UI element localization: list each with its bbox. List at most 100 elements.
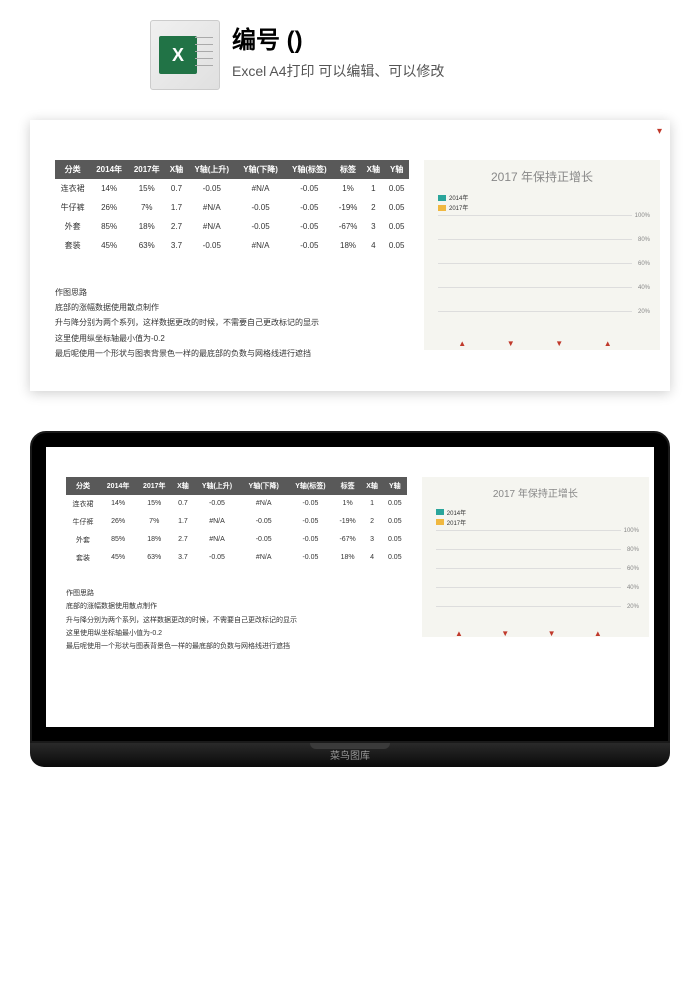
trend-marker-icon: ▼ <box>507 339 515 348</box>
table-cell: 3.7 <box>166 236 188 255</box>
table-cell: 3 <box>361 531 382 549</box>
table-cell: -0.05 <box>194 549 241 567</box>
chart-area: 100%80%60%40%20%▲▼▼▲ <box>436 531 621 626</box>
table-cell: -0.05 <box>287 549 334 567</box>
table-cell: 连衣裙 <box>66 495 100 513</box>
notes-block: 作图思路 底部的涨幅数据使用散点制作升与降分别为两个系列，这样数据更改的时候，不… <box>55 285 409 361</box>
notes-line: 最后呢使用一个形状与图表背景色一样的最底部的负数与网格线进行遮挡 <box>66 640 407 653</box>
table-cell: 85% <box>90 217 128 236</box>
table-cell: -0.05 <box>240 531 287 549</box>
table-cell: 连衣裙 <box>55 179 90 198</box>
table-cell: 0.7 <box>166 179 188 198</box>
table-cell: 0.05 <box>383 549 407 567</box>
bars-container: ▲▼▼▲ <box>438 216 632 336</box>
table-cell: 45% <box>100 549 136 567</box>
table-cell: -0.05 <box>285 236 334 255</box>
legend-label: 2014年 <box>449 193 468 202</box>
table-cell: 牛仔裤 <box>66 513 100 531</box>
table-cell: -0.05 <box>285 217 334 236</box>
laptop-mockup: 分类2014年2017年X轴Y轴(上升)Y轴(下降)Y轴(标签)标签X轴Y轴 连… <box>30 431 670 767</box>
table-row: 外套85%18%2.7#N/A-0.05-0.05-67%30.05 <box>66 531 407 549</box>
y-axis-label: 40% <box>638 285 650 291</box>
table-header-cell: X轴 <box>362 160 384 179</box>
trend-marker-icon: ▲ <box>604 339 612 348</box>
document-preview: ▾ 分类2014年2017年X轴Y轴(上升)Y轴(下降)Y轴(标签)标签X轴Y轴… <box>30 120 670 391</box>
table-cell: 0.05 <box>383 513 407 531</box>
table-header-cell: Y轴 <box>383 477 407 495</box>
bars-container: ▲▼▼▲ <box>436 531 621 626</box>
chart-legend: 2014年2017年 <box>438 193 652 212</box>
y-axis-label: 20% <box>627 604 639 610</box>
table-cell: 2 <box>362 198 384 217</box>
table-cell: -0.05 <box>287 531 334 549</box>
notes-line: 升与降分别为两个系列，这样数据更改的时候，不需要自己更改标记的显示 <box>66 614 407 627</box>
table-cell: 45% <box>90 236 128 255</box>
table-cell: -0.05 <box>236 198 285 217</box>
legend-label: 2017年 <box>449 203 468 212</box>
table-header-cell: Y轴 <box>384 160 409 179</box>
table-header-cell: Y轴(下降) <box>236 160 285 179</box>
table-cell: 1.7 <box>172 513 193 531</box>
notes-line: 最后呢使用一个形状与图表背景色一样的最底部的负数与网格线进行遮挡 <box>55 346 409 361</box>
table-cell: 0.7 <box>172 495 193 513</box>
laptop-screen: 分类2014年2017年X轴Y轴(上升)Y轴(下降)Y轴(标签)标签X轴Y轴 连… <box>30 431 670 743</box>
table-cell: 14% <box>100 495 136 513</box>
trend-marker-icon: ▲ <box>455 629 463 638</box>
table-row: 牛仔裤26%7%1.7#N/A-0.05-0.05-19%20.05 <box>55 198 409 217</box>
page-header: X 编号 () Excel A4打印 可以编辑、可以修改 <box>0 0 700 100</box>
table-cell: -0.05 <box>285 179 334 198</box>
table-cell: -0.05 <box>287 495 334 513</box>
y-axis-label: 60% <box>638 261 650 267</box>
table-cell: 0.05 <box>383 531 407 549</box>
legend-label: 2017年 <box>447 518 466 527</box>
table-row: 连衣裙14%15%0.7-0.05#N/A-0.051%10.05 <box>55 179 409 198</box>
sheet-lines-icon <box>195 31 213 66</box>
table-header-cell: Y轴(标签) <box>285 160 334 179</box>
y-axis-label: 80% <box>627 547 639 553</box>
legend-item: 2014年 <box>436 508 641 517</box>
page-title: 编号 () <box>232 20 444 55</box>
table-cell: 15% <box>136 495 172 513</box>
chart-container: 2017 年保持正增长 2014年2017年 100%80%60%40%20%▲… <box>424 160 660 350</box>
laptop-base: 菜鸟图库 <box>30 743 670 767</box>
table-cell: 0.05 <box>384 179 409 198</box>
table-cell: -0.05 <box>194 495 241 513</box>
data-table: 分类2014年2017年X轴Y轴(上升)Y轴(下降)Y轴(标签)标签X轴Y轴 连… <box>55 160 409 255</box>
table-cell: 2 <box>361 513 382 531</box>
legend-item: 2017年 <box>436 518 641 527</box>
chart-legend: 2014年2017年 <box>436 508 641 527</box>
table-header-cell: X轴 <box>172 477 193 495</box>
table-cell: 26% <box>100 513 136 531</box>
table-cell: 14% <box>90 179 128 198</box>
notes-line: 升与降分别为两个系列，这样数据更改的时候，不需要自己更改标记的显示 <box>55 315 409 330</box>
legend-swatch <box>436 519 444 525</box>
table-row: 套装45%63%3.7-0.05#N/A-0.0518%40.05 <box>55 236 409 255</box>
notes-line: 底部的涨幅数据使用散点制作 <box>66 600 407 613</box>
table-cell: 1% <box>334 179 363 198</box>
table-cell: #N/A <box>236 236 285 255</box>
table-cell: 85% <box>100 531 136 549</box>
table-cell: 2.7 <box>172 531 193 549</box>
header-text: 编号 () Excel A4打印 可以编辑、可以修改 <box>232 20 444 81</box>
table-cell: #N/A <box>187 217 236 236</box>
table-header-cell: Y轴(标签) <box>287 477 334 495</box>
notes-block: 作图思路 底部的涨幅数据使用散点制作升与降分别为两个系列，这样数据更改的时候，不… <box>66 587 407 653</box>
table-cell: 3.7 <box>172 549 193 567</box>
table-header-cell: X轴 <box>361 477 382 495</box>
table-cell: 0.05 <box>384 236 409 255</box>
table-cell: 牛仔裤 <box>55 198 90 217</box>
legend-swatch <box>436 509 444 515</box>
table-cell: 套装 <box>55 236 90 255</box>
table-cell: 63% <box>136 549 172 567</box>
table-cell: 1.7 <box>166 198 188 217</box>
chart-title: 2017 年保持正增长 <box>432 168 652 185</box>
table-cell: 4 <box>361 549 382 567</box>
content-row: 分类2014年2017年X轴Y轴(上升)Y轴(下降)Y轴(标签)标签X轴Y轴 连… <box>55 160 645 361</box>
excel-icon: X <box>150 20 220 90</box>
notes-title: 作图思路 <box>55 285 409 300</box>
legend-swatch <box>438 205 446 211</box>
table-header-cell: Y轴(下降) <box>240 477 287 495</box>
table-and-notes: 分类2014年2017年X轴Y轴(上升)Y轴(下降)Y轴(标签)标签X轴Y轴 连… <box>55 160 409 361</box>
table-cell: #N/A <box>240 495 287 513</box>
table-cell: -19% <box>334 198 363 217</box>
